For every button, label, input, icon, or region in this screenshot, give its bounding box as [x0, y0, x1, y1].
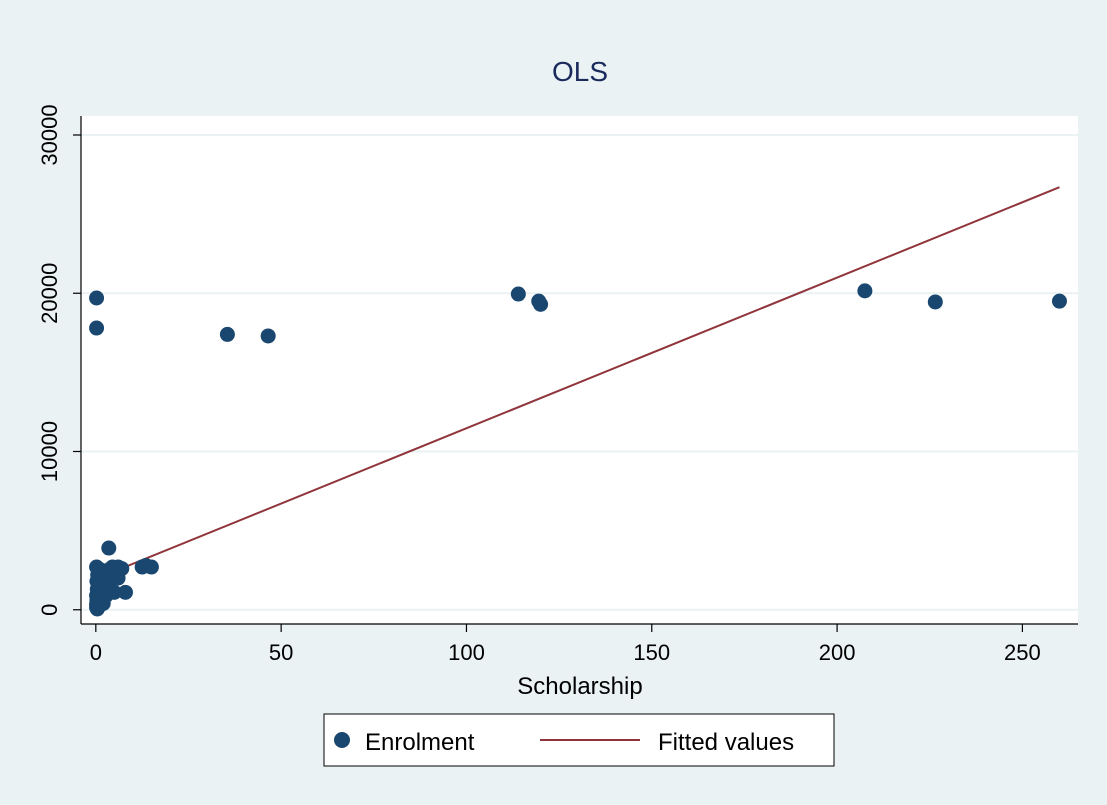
scatter-point-enrolment: [101, 540, 117, 556]
points-layer: [89, 283, 1067, 617]
scatter-point-enrolment: [90, 561, 106, 577]
legend-label-enrolment: Enrolment: [365, 729, 475, 756]
y-tick-label: 30000: [37, 104, 62, 165]
legend-label-fitted-values: Fitted values: [658, 729, 794, 756]
scatter-point-enrolment: [1051, 293, 1067, 309]
chart-title: OLS: [552, 56, 608, 87]
fitted-line-layer: [95, 186, 1060, 580]
fitted-values-line: [95, 186, 1060, 580]
x-tick-label: 0: [90, 640, 102, 665]
scatter-point-enrolment: [110, 570, 126, 586]
y-tick-label: 20000: [37, 263, 62, 324]
legend-marker-enrolment: [334, 732, 350, 748]
grid-lines: [81, 133, 1078, 611]
x-tick-label: 100: [448, 640, 485, 665]
x-tick-label: 200: [819, 640, 856, 665]
x-tick-label: 150: [633, 640, 670, 665]
scatter-point-enrolment: [106, 584, 122, 600]
scatter-point-enrolment: [89, 320, 105, 336]
scatter-point-enrolment: [533, 296, 549, 312]
scatter-point-enrolment: [143, 559, 159, 575]
y-tick-label: 0: [37, 604, 62, 616]
x-axis-title: Scholarship: [517, 673, 642, 700]
scatter-point-enrolment: [89, 290, 105, 306]
scatter-point-enrolment: [927, 294, 943, 310]
x-tick-label: 250: [1004, 640, 1041, 665]
scatter-point-enrolment: [219, 326, 235, 342]
y-tick-label: 10000: [37, 421, 62, 482]
legend: Enrolment Fitted values: [323, 713, 835, 767]
x-tick-label: 50: [269, 640, 293, 665]
scatter-point-enrolment: [117, 584, 133, 600]
scatter-point-enrolment: [260, 328, 276, 344]
axes: 0 50 100 150 200 250 0 10000 20000 30000: [37, 104, 1078, 665]
plot-area: [81, 116, 1078, 624]
scatter-point-enrolment: [510, 286, 526, 302]
scatter-point-enrolment: [857, 283, 873, 299]
